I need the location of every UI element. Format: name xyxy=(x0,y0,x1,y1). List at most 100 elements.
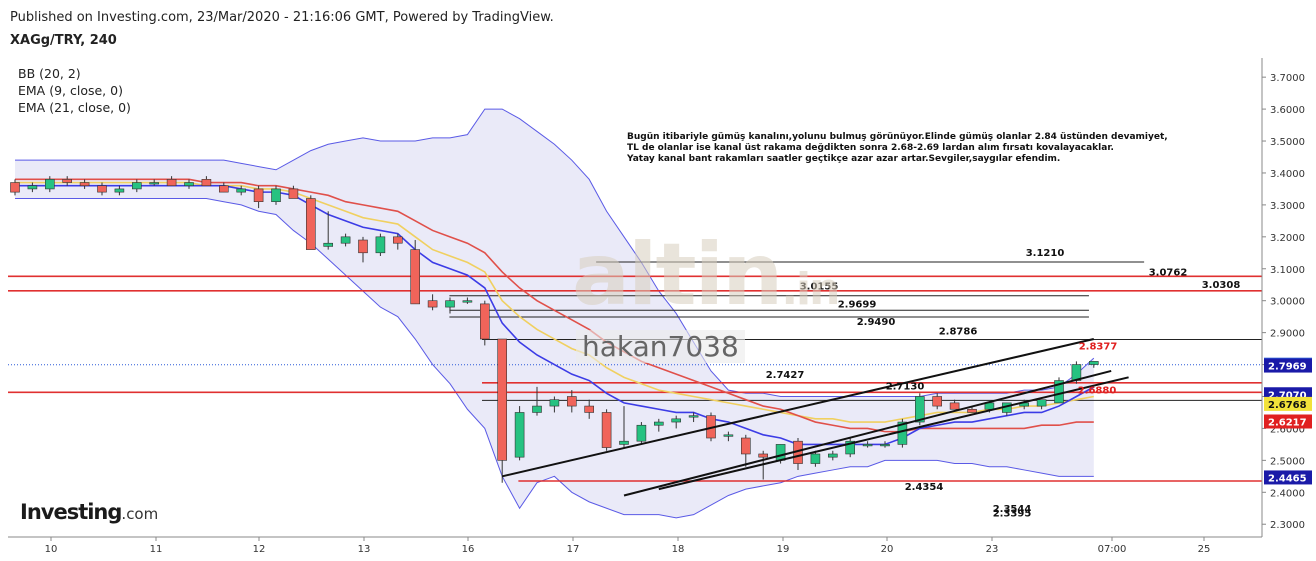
y-tick-label: 3.2000 xyxy=(1270,233,1305,244)
indicator-ema21[interactable]: EMA (21, close, 0) xyxy=(18,100,131,115)
candle-body xyxy=(1036,399,1047,407)
level-label: 2.9699 xyxy=(838,299,877,310)
candle-body xyxy=(253,188,264,202)
trend-line xyxy=(501,338,1095,478)
level-label: 2.3395 xyxy=(993,509,1032,520)
price-badge-label: 2.6768 xyxy=(1268,400,1307,411)
candle-body xyxy=(323,242,334,247)
user-watermark: hakan7038 xyxy=(576,330,745,363)
y-tick-label: 3.5000 xyxy=(1270,137,1305,148)
level-label: 3.0308 xyxy=(1202,280,1241,291)
candle-body xyxy=(166,179,177,187)
x-tick-label: 23 xyxy=(986,544,999,555)
y-tick-label: 2.6000 xyxy=(1270,424,1305,435)
x-tick-label: 07:00 xyxy=(1098,544,1127,555)
candle-body xyxy=(967,408,977,413)
candle-body xyxy=(584,405,595,413)
brand-watermark-text: altin xyxy=(572,225,783,325)
x-tick-label: 20 xyxy=(881,544,894,555)
ema21-line xyxy=(15,178,1094,433)
annotation-label: 2.6880 xyxy=(1078,385,1117,396)
candle-body xyxy=(236,188,246,193)
x-tick-label: 10 xyxy=(45,544,58,555)
price-badge-label: 2.7969 xyxy=(1268,362,1307,373)
symbol-title: XAGg/TRY, 240 xyxy=(10,33,117,48)
x-tick-label: 19 xyxy=(777,544,790,555)
level-label: 2.8786 xyxy=(939,326,978,337)
candle-body xyxy=(532,405,542,413)
bb-upper-line xyxy=(15,108,1095,397)
candle-body xyxy=(479,303,490,340)
x-tick-label: 12 xyxy=(253,544,266,555)
price-badge xyxy=(1264,358,1312,373)
candle-body xyxy=(914,396,925,423)
candle-body xyxy=(410,249,421,305)
bb-lower-line xyxy=(15,198,1094,519)
candle-body xyxy=(375,236,386,254)
price-badge xyxy=(1264,396,1312,411)
x-tick-label: 25 xyxy=(1198,544,1211,555)
investing-logo[interactable]: Investing.com xyxy=(20,500,158,524)
candle-body xyxy=(723,434,734,437)
candle-body xyxy=(1089,361,1099,365)
candle-body xyxy=(566,396,577,407)
note-line: TL de olanlar ise kanal üst rakama değdi… xyxy=(627,143,1114,153)
candle-body xyxy=(949,402,960,410)
candle-body xyxy=(688,415,699,418)
x-tick-label: 11 xyxy=(150,544,163,555)
candle-body xyxy=(740,437,751,455)
candle-body xyxy=(827,453,838,458)
logo-main: Investing xyxy=(20,500,122,524)
indicator-ema9[interactable]: EMA (9, close, 0) xyxy=(18,83,123,98)
candle-body xyxy=(810,453,821,464)
ema-yellow-line xyxy=(15,181,1094,423)
candle-body xyxy=(880,444,890,447)
level-label: 3.1210 xyxy=(1026,248,1065,259)
level-label: 3.0155 xyxy=(800,282,839,293)
published-header: Published on Investing.com, 23/Mar/2020 … xyxy=(10,10,554,25)
price-badge xyxy=(1264,470,1312,485)
candle-body xyxy=(44,179,55,190)
candle-body xyxy=(149,182,159,185)
level-label: 2.7130 xyxy=(886,381,925,392)
candle-body xyxy=(201,179,212,187)
trend-line xyxy=(658,376,1129,491)
level-label: 2.4354 xyxy=(905,482,944,493)
brand-watermark: altin.in xyxy=(572,225,840,325)
indicator-bb[interactable]: BB (20, 2) xyxy=(18,66,81,81)
annotation-label: 2.8377 xyxy=(1079,342,1118,353)
candle-body xyxy=(62,179,73,183)
note-line: Yatay kanal bant rakamları saatler geçti… xyxy=(627,154,1061,164)
note-line: Bugün itibariyle gümüş kanalını,yolunu b… xyxy=(627,132,1168,142)
candle-body xyxy=(114,188,125,193)
candle-body xyxy=(97,185,107,193)
candle-body xyxy=(358,239,368,254)
candle-body xyxy=(392,236,403,244)
candle-body xyxy=(462,300,473,303)
candle-body xyxy=(184,182,194,187)
candle-body xyxy=(514,412,525,458)
level-label: 2.3544 xyxy=(993,504,1032,515)
x-tick-label: 17 xyxy=(567,544,580,555)
price-badge xyxy=(1264,414,1312,429)
candle-body xyxy=(1054,380,1064,404)
candle-body xyxy=(671,418,682,423)
level-label: 3.0762 xyxy=(1149,267,1188,278)
y-tick-label: 2.3000 xyxy=(1270,520,1305,531)
bb-band-fill xyxy=(15,109,1094,518)
trend-line xyxy=(623,369,1112,497)
y-tick-label: 3.7000 xyxy=(1270,73,1305,84)
candle-body xyxy=(845,440,856,455)
candle-body xyxy=(653,421,664,426)
candle-body xyxy=(427,300,438,308)
candle-body xyxy=(862,444,873,447)
candle-body xyxy=(219,185,229,193)
y-tick-label: 3.6000 xyxy=(1270,105,1305,116)
candle-body xyxy=(132,182,142,190)
candle-body xyxy=(271,188,281,202)
candle-body xyxy=(636,424,647,442)
candle-body xyxy=(288,188,299,199)
candle-body xyxy=(497,338,508,461)
y-tick-label: 3.4000 xyxy=(1270,169,1305,180)
